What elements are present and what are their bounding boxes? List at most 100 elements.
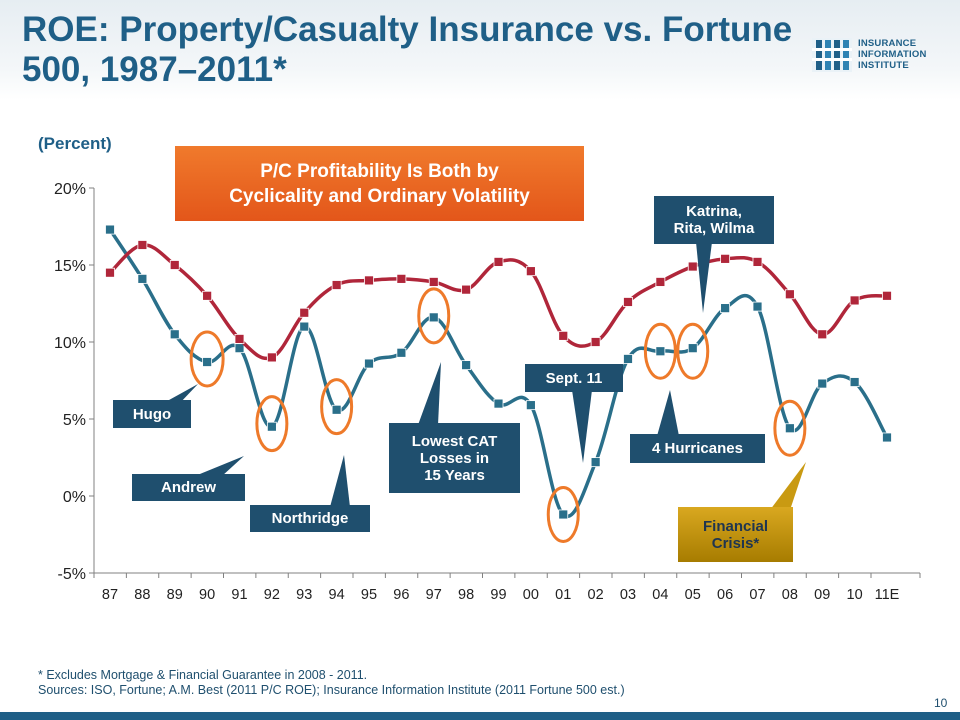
- hugo-callout: Hugo: [113, 400, 191, 428]
- fortune-data-point: [720, 253, 731, 264]
- fortune-data-point: [623, 297, 633, 307]
- pc-data-point: [849, 377, 860, 387]
- logo-line-1: INSURANCE: [858, 38, 917, 49]
- x-tick-label: 93: [296, 587, 312, 603]
- fortune-data-point: [817, 329, 828, 340]
- pc-data-point: [525, 400, 536, 411]
- y-tick-label: 15%: [54, 258, 86, 275]
- logo-mark-icon: [812, 38, 852, 72]
- pc-data-point: [882, 432, 892, 443]
- lowest-cat-highlight-circle: [417, 287, 451, 345]
- x-tick-label: 92: [264, 587, 280, 603]
- pc-data-point: [234, 343, 245, 354]
- four-hurricanes-label: 4 Hurricanes: [652, 440, 743, 457]
- x-tick-label: 06: [717, 587, 733, 603]
- sept11-callout: Sept. 11: [525, 364, 623, 392]
- andrew-label: Andrew: [160, 479, 216, 496]
- fortune-data-point: [655, 277, 666, 287]
- northridge-label: Northridge: [271, 510, 349, 527]
- pc-data-point: [817, 378, 828, 389]
- header-band: [0, 0, 960, 100]
- x-tick-label: 07: [749, 587, 765, 603]
- fortune-data-point: [752, 257, 763, 267]
- pc-data-point: [623, 354, 633, 364]
- pc-data-point: [655, 346, 666, 357]
- northridge-highlight-circle: [320, 378, 354, 436]
- logo-text: INSURANCE INFORMATION INSTITUTE: [858, 38, 958, 71]
- footnote-line-2: Sources: ISO, Fortune; A.M. Best (2011 P…: [38, 683, 625, 697]
- financial-crisis-highlight-circle: [773, 399, 807, 457]
- fortune-data-point: [882, 290, 892, 301]
- lowest-cat-line-3: 15 Years: [424, 466, 485, 484]
- banner-line-2: Cyclicality and Ordinary Volatility: [229, 185, 530, 207]
- fortune-data-point: [299, 307, 310, 318]
- x-tick-label: 91: [231, 587, 247, 603]
- x-tick-label: 04: [652, 587, 668, 603]
- fortune-data-point: [590, 337, 601, 347]
- katrina-line-2: Rita, Wilma: [673, 220, 755, 237]
- banner-line-1: P/C Profitability Is Both by: [260, 160, 499, 182]
- x-tick-label: 94: [329, 587, 345, 603]
- bottom-bar: [0, 712, 960, 720]
- iii-logo: INSURANCE INFORMATION INSTITUTE: [812, 36, 952, 76]
- pc-data-point: [202, 357, 213, 367]
- pc-data-point: [266, 421, 277, 432]
- x-tick-label: 01: [555, 587, 571, 603]
- x-tick-label: 98: [458, 587, 474, 603]
- pc-data-point: [169, 329, 180, 340]
- andrew-pointer: [195, 456, 244, 476]
- fortune-data-point: [331, 280, 342, 290]
- y-tick-label: -5%: [58, 566, 86, 583]
- pc-data-point: [687, 343, 698, 354]
- pc-data-point: [752, 301, 763, 312]
- logo-line-3: INSTITUTE: [858, 60, 909, 71]
- fortune-data-point: [137, 240, 148, 250]
- fortune-data-point: [105, 267, 115, 278]
- northridge-pointer: [330, 455, 350, 507]
- financial-crisis-callout: Financial Crisis*: [678, 507, 793, 562]
- pc-data-point: [590, 457, 601, 468]
- fortune-data-point: [202, 290, 213, 301]
- hugo-pointer: [160, 384, 198, 405]
- x-tick-label: 05: [685, 587, 701, 603]
- lowest-cat-line-1: Lowest CAT: [411, 432, 498, 450]
- x-tick-label: 11E: [875, 587, 900, 603]
- four-hurricanes-pointer: [657, 390, 679, 436]
- x-tick-label: 09: [814, 587, 830, 603]
- fortune-data-point: [687, 261, 698, 272]
- katrina-highlight-circle: [676, 322, 710, 380]
- pc-data-point: [493, 398, 504, 409]
- fortune-data-point: [784, 289, 795, 300]
- lowest-cat-callout: Lowest CAT Losses in 15 Years: [389, 423, 520, 493]
- x-tick-label: 90: [199, 587, 215, 603]
- x-tick-label: 96: [393, 587, 409, 603]
- page-title: ROE: Property/Casualty Insurance vs. For…: [22, 10, 793, 89]
- financial-crisis-pointer: [770, 462, 806, 510]
- y-tick-label: 10%: [54, 335, 86, 352]
- lowest-cat-pointer: [418, 362, 441, 425]
- pc-data-point: [720, 303, 731, 314]
- x-tick-label: 88: [134, 587, 150, 603]
- x-tick-label: 89: [167, 587, 183, 603]
- page-number: 10: [934, 696, 948, 710]
- hugo-highlight-circle: [189, 330, 225, 388]
- fortune-data-point: [364, 275, 374, 286]
- fortune-data-point: [525, 266, 536, 277]
- x-tick-label: 95: [361, 587, 377, 603]
- fortune-data-point: [849, 295, 860, 306]
- logo-line-2: INFORMATION: [858, 49, 927, 60]
- x-tick-label: 08: [782, 587, 798, 603]
- pc-data-point: [784, 423, 795, 434]
- pc-data-point: [428, 312, 439, 323]
- northridge-callout: Northridge: [250, 505, 370, 532]
- x-tick-label: 00: [523, 587, 539, 603]
- four-hurricanes-highlight-circle: [643, 322, 677, 380]
- x-tick-label: 02: [588, 587, 604, 603]
- x-tick-label: 10: [847, 587, 863, 603]
- headline-banner: P/C Profitability Is Both by Cyclicality…: [175, 146, 584, 221]
- pc-data-point: [137, 273, 148, 284]
- y-tick-label: 0%: [63, 489, 86, 506]
- x-tick-label: 87: [102, 587, 118, 603]
- fortune-data-point: [266, 352, 277, 363]
